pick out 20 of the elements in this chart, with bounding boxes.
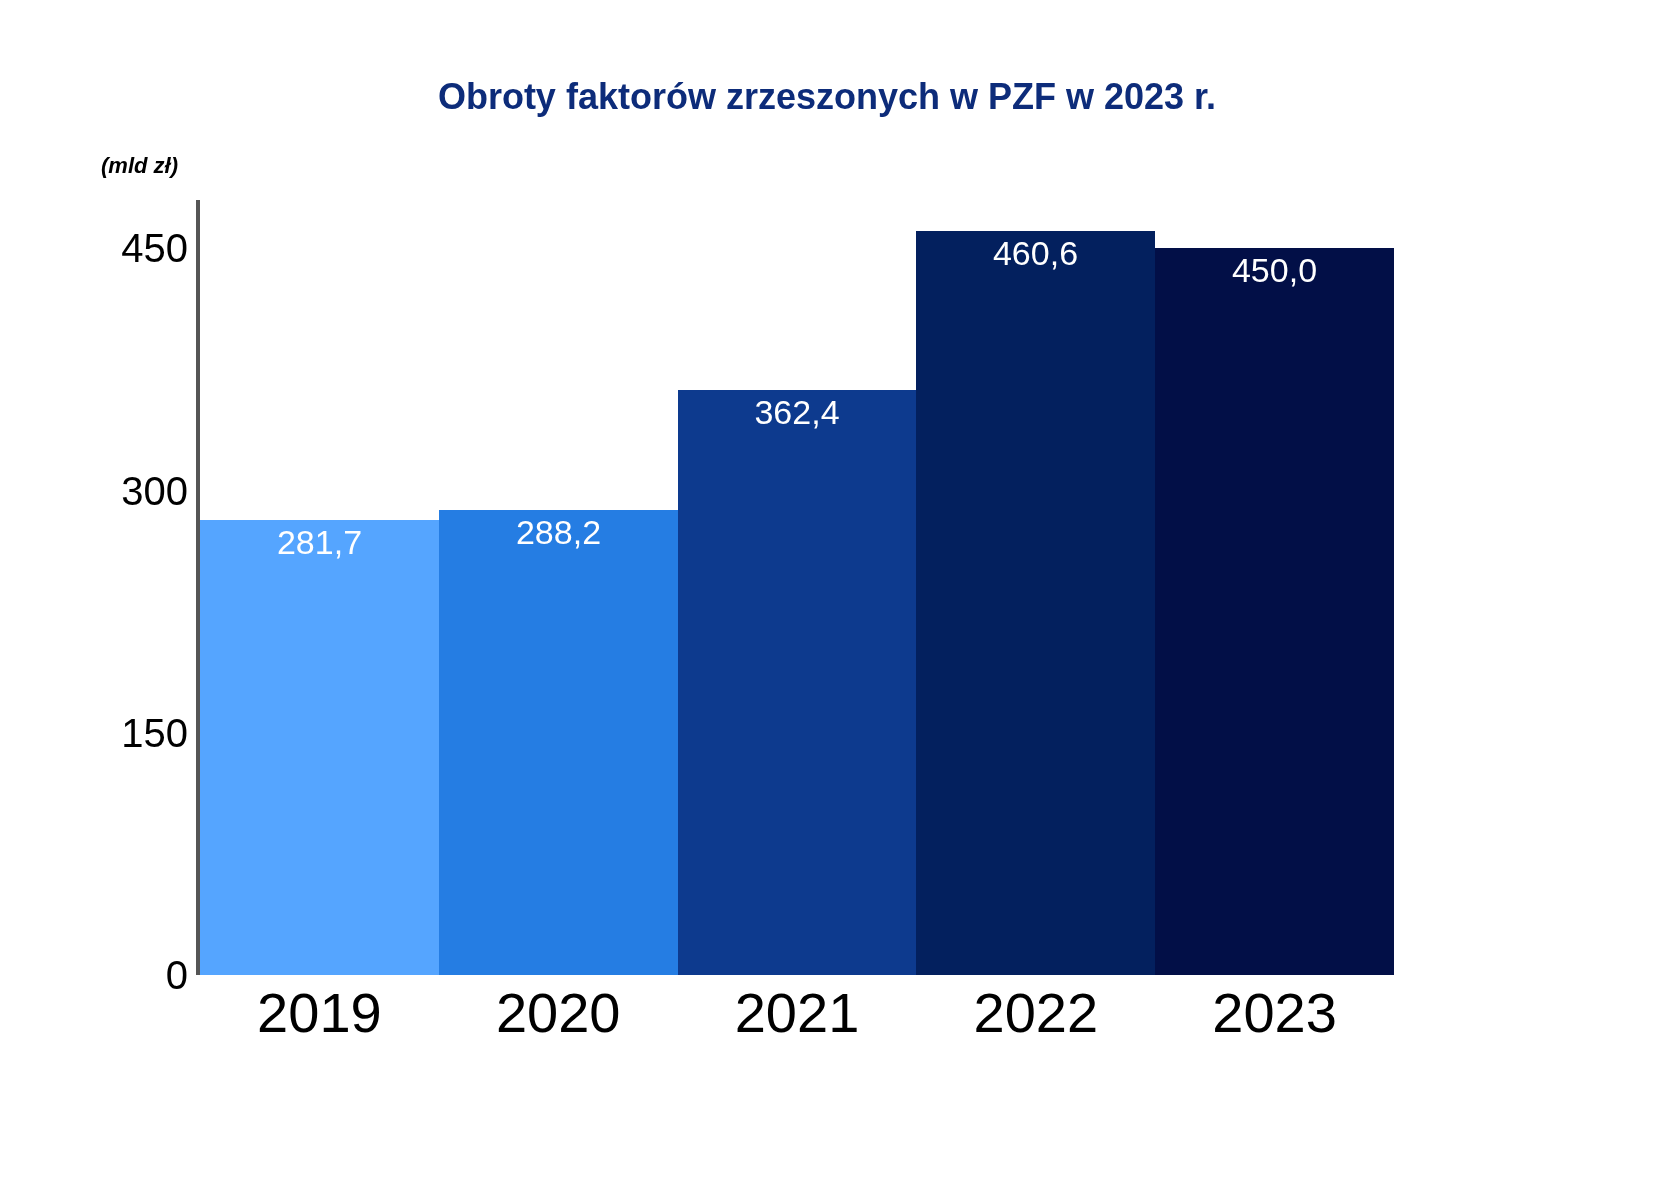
data-label: 450,0 [1231, 251, 1318, 289]
y-axis-title: (mld zł) [101, 153, 178, 178]
y-tick-label: 450 [121, 226, 188, 271]
bar [916, 231, 1155, 975]
bar [1155, 248, 1394, 975]
data-label: 460,6 [992, 234, 1079, 272]
chart-title: Obroty faktorów zrzeszonych w PZF w 2023 r. [437, 75, 1217, 117]
bar [439, 510, 678, 975]
x-tick-label: 2023 [1212, 981, 1337, 1044]
data-label: 362,4 [754, 393, 840, 431]
x-tick-label: 2022 [973, 981, 1099, 1044]
x-tick-label: 2019 [257, 981, 382, 1044]
x-tick-label: 2021 [734, 981, 860, 1044]
y-tick-label: 300 [121, 468, 188, 513]
y-tick-label: 0 [165, 953, 188, 997]
x-tick-label: 2020 [495, 981, 621, 1044]
data-label: 281,7 [276, 523, 363, 561]
data-label: 288,2 [515, 513, 602, 551]
bar [678, 390, 916, 975]
y-tick-label: 150 [121, 710, 188, 755]
